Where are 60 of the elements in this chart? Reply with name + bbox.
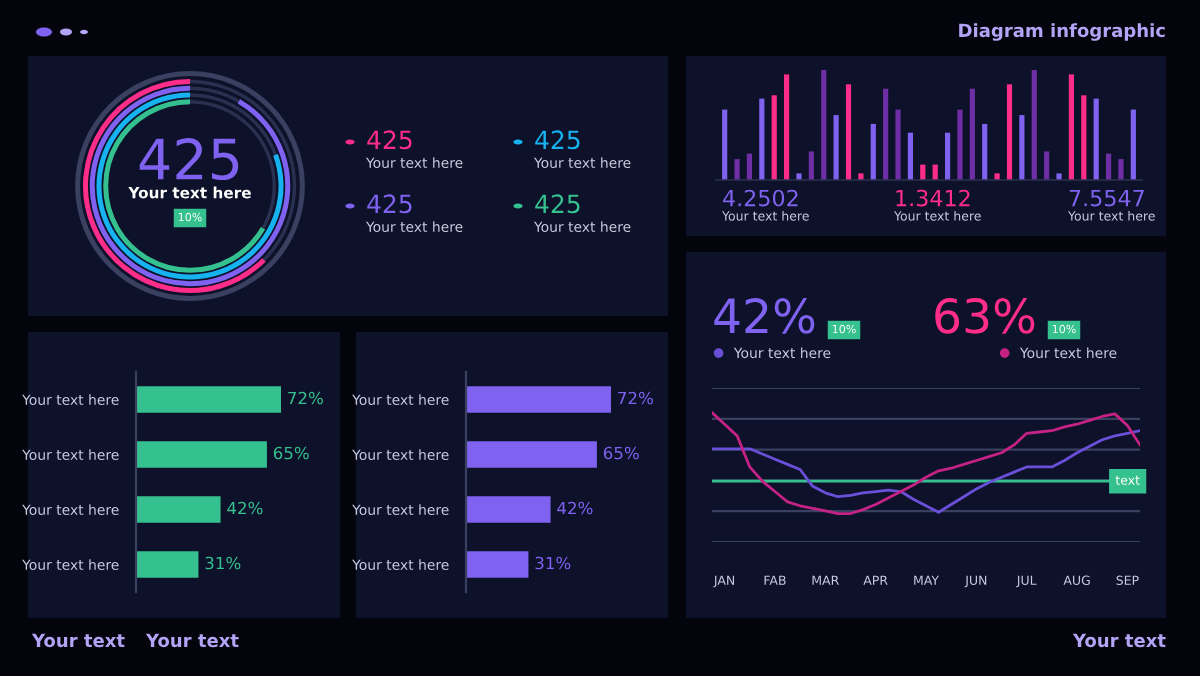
text: 425 — [139, 138, 239, 181]
bar — [783, 74, 790, 180]
data-label: 42% — [557, 501, 593, 515]
text: 425 — [535, 194, 580, 214]
bar — [1031, 70, 1037, 180]
bar — [982, 123, 988, 180]
bar — [957, 109, 963, 180]
bar — [1019, 115, 1025, 180]
bar — [1118, 159, 1124, 180]
text: 425 — [535, 130, 580, 150]
bar — [1093, 98, 1099, 180]
bar — [883, 88, 889, 180]
bar — [466, 386, 611, 413]
text: 425 — [367, 194, 412, 214]
bar — [1068, 74, 1075, 180]
bar — [1044, 151, 1050, 180]
bar — [895, 109, 901, 180]
bar — [833, 115, 839, 180]
text: 425 — [367, 130, 412, 150]
text: 63% — [935, 297, 1035, 334]
bar — [136, 386, 281, 413]
data-label: 31% — [205, 556, 241, 570]
bar — [136, 551, 199, 578]
text: Diagram infographic — [959, 23, 1165, 41]
bar — [907, 132, 914, 180]
bar — [722, 109, 728, 180]
data-label: 31% — [535, 556, 571, 570]
bar — [870, 123, 876, 180]
text: Your text — [31, 633, 125, 648]
bar — [1105, 153, 1112, 180]
text: 4.2502 — [723, 189, 798, 207]
bar — [1056, 173, 1062, 180]
text: 42% — [714, 297, 815, 334]
bar — [466, 551, 529, 578]
data-label: 72% — [288, 391, 323, 405]
bar — [845, 84, 852, 180]
data-label: 72% — [618, 391, 653, 405]
bar — [808, 151, 814, 180]
bar — [821, 70, 827, 180]
data-label: 65% — [603, 446, 639, 460]
text: Your text — [1072, 633, 1166, 648]
text: 7.5547 — [1069, 189, 1144, 207]
bar — [466, 441, 597, 468]
text: 1.3412 — [896, 189, 970, 207]
bar — [944, 132, 951, 180]
bar — [136, 496, 221, 523]
data-label: 42% — [227, 501, 263, 515]
bar — [796, 173, 802, 180]
bar — [969, 88, 975, 180]
bar — [771, 95, 777, 180]
bar — [136, 441, 267, 468]
bar — [1130, 109, 1136, 180]
bar — [466, 496, 551, 523]
text: Your text — [145, 633, 239, 648]
bar — [1006, 84, 1013, 180]
bar — [1081, 95, 1087, 180]
bar — [759, 98, 765, 180]
data-label: 65% — [273, 446, 309, 460]
bar — [734, 159, 740, 180]
bar — [746, 153, 753, 180]
